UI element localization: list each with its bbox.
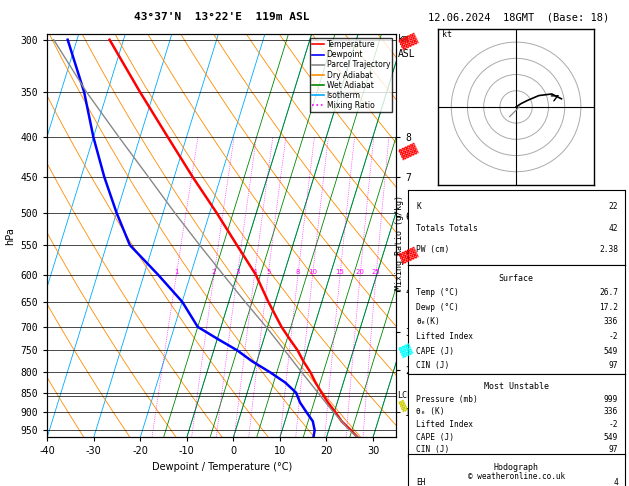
Text: kt: kt	[442, 30, 452, 39]
Text: ▓▓▓: ▓▓▓	[398, 142, 419, 159]
Text: Mixing Ratio (g/kg): Mixing Ratio (g/kg)	[395, 195, 404, 291]
Text: km: km	[398, 34, 410, 44]
Text: Pressure (mb): Pressure (mb)	[416, 395, 478, 403]
Text: 549: 549	[604, 433, 618, 442]
Text: 22: 22	[609, 203, 618, 211]
Text: 4: 4	[613, 478, 618, 486]
Text: -2: -2	[609, 420, 618, 429]
Text: 17.2: 17.2	[599, 303, 618, 312]
Text: 26.7: 26.7	[599, 288, 618, 297]
Text: Lifted Index: Lifted Index	[416, 332, 473, 341]
Text: 2: 2	[212, 269, 216, 275]
Text: CAPE (J): CAPE (J)	[416, 347, 454, 356]
Text: Surface: Surface	[499, 274, 533, 283]
Text: 549: 549	[604, 347, 618, 356]
Text: 43°37'N  13°22'E  119m ASL: 43°37'N 13°22'E 119m ASL	[134, 12, 309, 22]
Text: 999: 999	[604, 395, 618, 403]
Text: 336: 336	[604, 407, 618, 417]
Text: 20: 20	[356, 269, 365, 275]
Text: EH: EH	[416, 478, 426, 486]
Text: PW (cm): PW (cm)	[416, 245, 450, 255]
Text: Totals Totals: Totals Totals	[416, 224, 478, 233]
Y-axis label: hPa: hPa	[5, 227, 15, 244]
Text: Hodograph: Hodograph	[494, 463, 538, 472]
Text: © weatheronline.co.uk: © weatheronline.co.uk	[467, 472, 565, 481]
Text: Most Unstable: Most Unstable	[484, 382, 548, 391]
Text: Dewp (°C): Dewp (°C)	[416, 303, 459, 312]
Text: θₑ (K): θₑ (K)	[416, 407, 445, 417]
Text: 10: 10	[308, 269, 317, 275]
Text: Temp (°C): Temp (°C)	[416, 288, 459, 297]
Text: 4: 4	[252, 269, 257, 275]
Text: ▓▓: ▓▓	[398, 342, 414, 358]
Text: 5: 5	[266, 269, 270, 275]
Text: 336: 336	[604, 317, 618, 327]
Text: ASL: ASL	[398, 49, 416, 59]
Text: 2.38: 2.38	[599, 245, 618, 255]
Text: 12.06.2024  18GMT  (Base: 18): 12.06.2024 18GMT (Base: 18)	[428, 12, 610, 22]
Text: 3: 3	[235, 269, 240, 275]
Text: 97: 97	[609, 445, 618, 454]
Text: CIN (J): CIN (J)	[416, 445, 450, 454]
Text: CAPE (J): CAPE (J)	[416, 433, 454, 442]
Text: ▓: ▓	[398, 399, 408, 412]
Text: CIN (J): CIN (J)	[416, 361, 450, 370]
Text: 8: 8	[296, 269, 300, 275]
Text: 97: 97	[609, 361, 618, 370]
Legend: Temperature, Dewpoint, Parcel Trajectory, Dry Adiabat, Wet Adiabat, Isotherm, Mi: Temperature, Dewpoint, Parcel Trajectory…	[310, 38, 392, 112]
Text: K: K	[416, 203, 421, 211]
Text: LCL: LCL	[397, 391, 412, 400]
Text: ▓▓▓: ▓▓▓	[398, 246, 419, 264]
Text: 15: 15	[336, 269, 345, 275]
Text: 42: 42	[609, 224, 618, 233]
Text: Lifted Index: Lifted Index	[416, 420, 473, 429]
Text: θₑ(K): θₑ(K)	[416, 317, 440, 327]
Text: ▓▓▓: ▓▓▓	[398, 33, 419, 50]
Text: -2: -2	[609, 332, 618, 341]
Text: 25: 25	[372, 269, 381, 275]
X-axis label: Dewpoint / Temperature (°C): Dewpoint / Temperature (°C)	[152, 462, 292, 472]
Text: 1: 1	[174, 269, 179, 275]
